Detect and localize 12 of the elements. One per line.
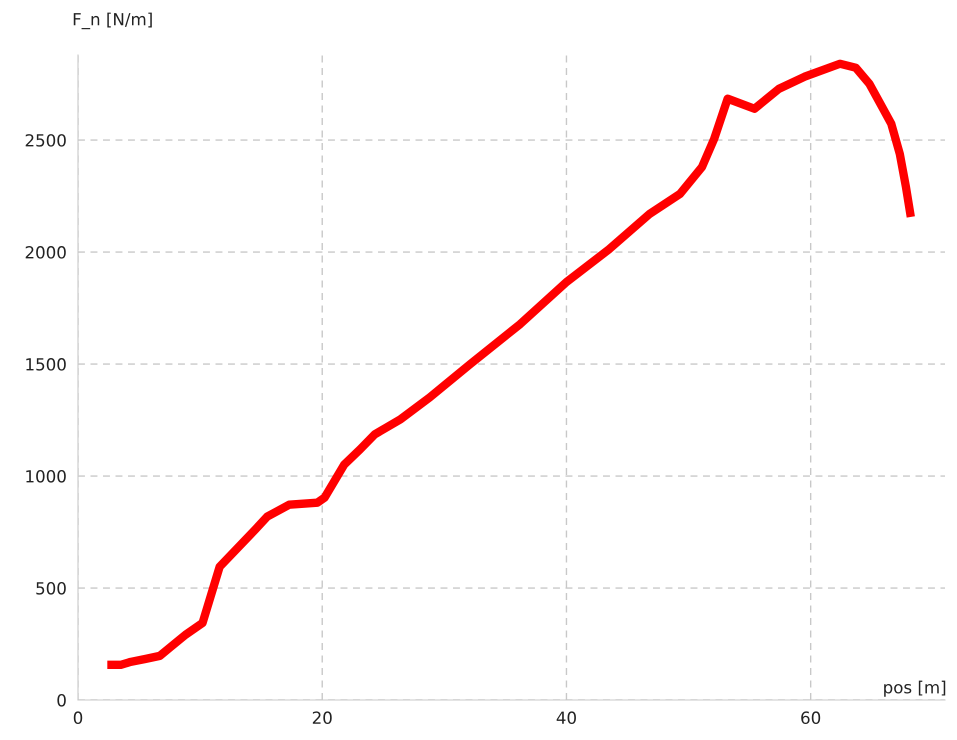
x-axis-title: pos [m] (884, 680, 946, 697)
x-tick-label: 0 (74, 711, 82, 724)
y-tick-label: 2500 (26, 134, 66, 147)
y-tick-label: 1000 (26, 470, 66, 483)
y-tick-label: 2000 (26, 246, 66, 259)
y-tick-label: 500 (36, 582, 66, 595)
y-tick-label: 0 (57, 694, 66, 707)
y-tick-label: 1500 (26, 358, 66, 371)
x-tick-label: 40 (556, 711, 576, 724)
x-tick-label: 60 (801, 711, 820, 724)
y-axis-title: F_n [N/m] (74, 12, 152, 30)
x-tick-label: 20 (312, 711, 332, 724)
